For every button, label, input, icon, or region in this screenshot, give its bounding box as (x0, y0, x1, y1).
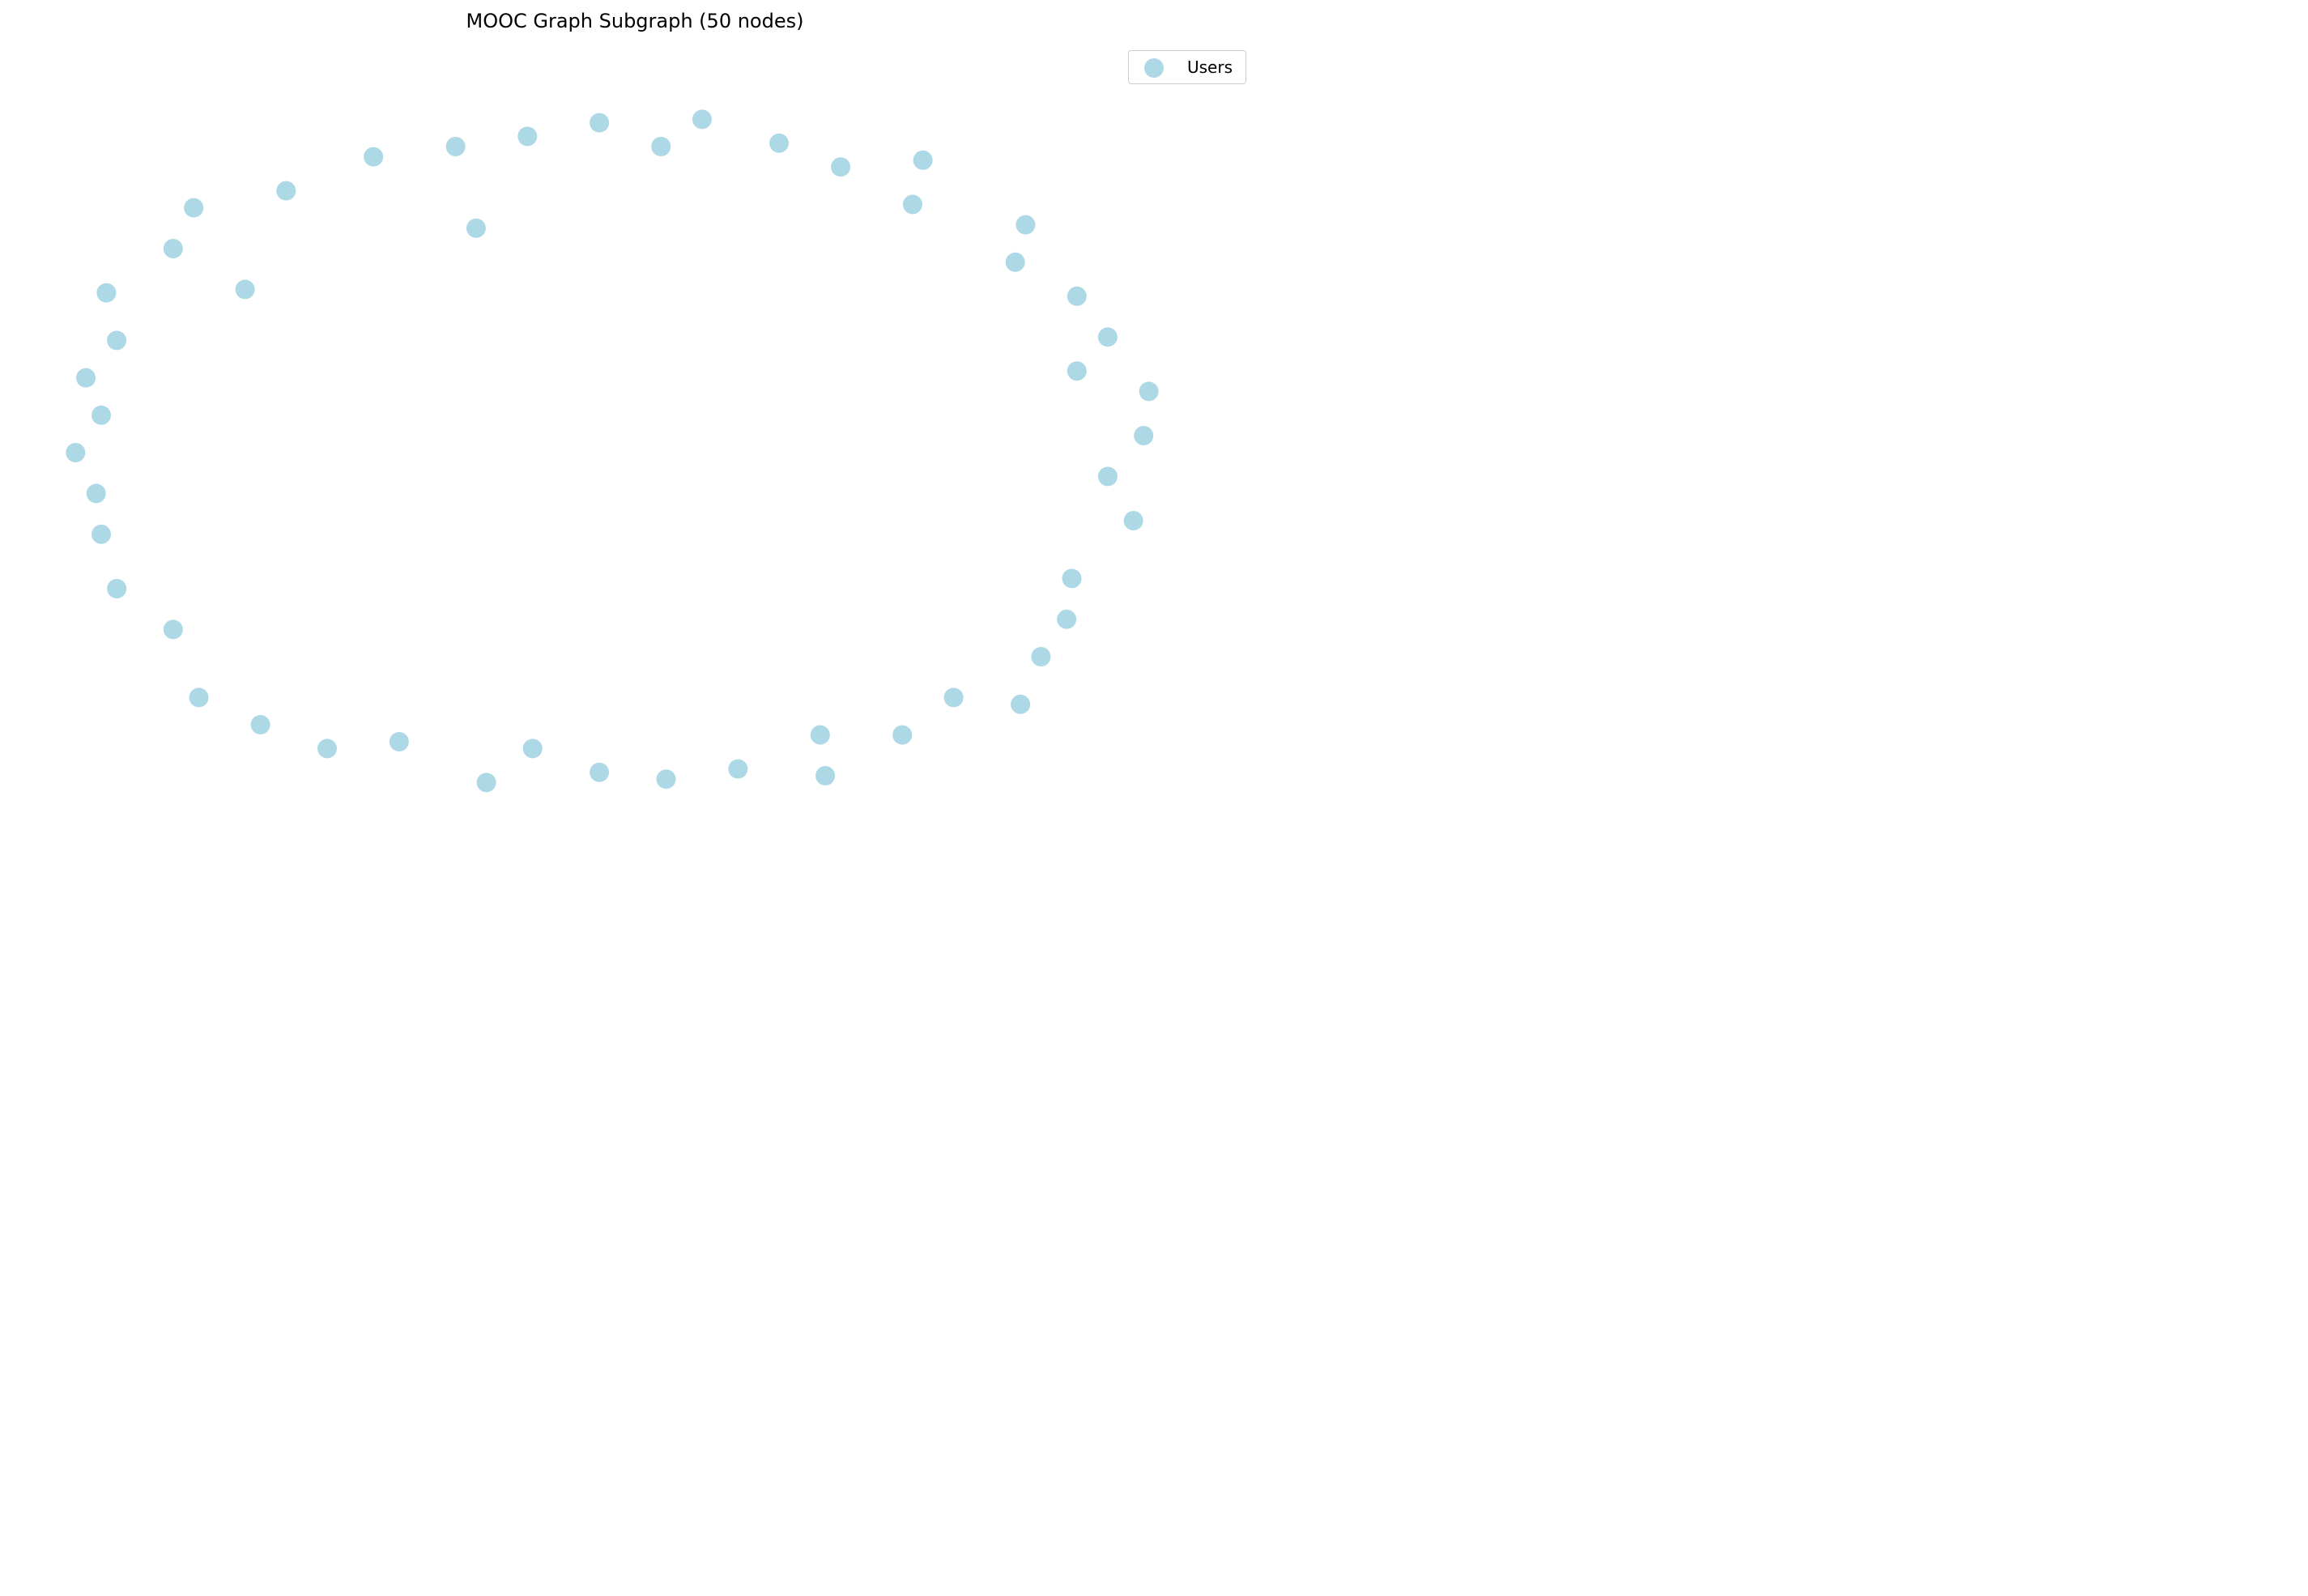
node-point-9 (96, 283, 117, 303)
node-point-25 (656, 769, 676, 789)
node-point-3 (517, 126, 538, 147)
node-point-30 (943, 687, 964, 708)
node-point-18 (189, 687, 209, 708)
node-point-45 (913, 150, 933, 170)
node-point-19 (250, 715, 270, 734)
node-point-26 (728, 759, 748, 779)
node-point-17 (163, 619, 183, 640)
node-point-27 (815, 766, 836, 785)
node-point-2 (590, 113, 610, 133)
node-point-13 (66, 443, 86, 462)
node-point-15 (92, 524, 111, 544)
node-point-14 (86, 483, 106, 504)
node-point-7 (184, 198, 204, 218)
node-point-38 (1139, 381, 1159, 402)
node-point-42 (1005, 252, 1025, 272)
chart-title: MOOC Graph Subgraph (50 nodes) (466, 10, 804, 32)
legend-marker-icon (1144, 58, 1164, 78)
node-point-33 (1057, 609, 1077, 629)
node-point-39 (1067, 361, 1087, 381)
node-point-23 (522, 738, 543, 759)
legend-label: Users (1187, 57, 1233, 77)
node-point-43 (1016, 215, 1036, 235)
node-point-41 (1067, 286, 1087, 306)
node-point-4 (445, 137, 466, 156)
node-point-24 (590, 762, 610, 782)
node-point-50 (235, 279, 255, 300)
node-point-40 (1097, 327, 1118, 347)
node-point-34 (1062, 568, 1082, 589)
node-point-5 (364, 147, 384, 167)
chart-figure: MOOC Graph Subgraph (50 nodes) Users (0, 0, 1270, 878)
node-point-20 (317, 738, 337, 759)
node-point-46 (831, 157, 851, 177)
node-point-22 (476, 772, 496, 793)
node-point-36 (1097, 466, 1118, 487)
node-point-49 (466, 218, 486, 238)
node-point-21 (389, 732, 409, 751)
node-point-37 (1134, 426, 1154, 445)
legend: Users (1128, 50, 1246, 84)
node-point-16 (107, 579, 127, 598)
node-point-48 (651, 137, 671, 156)
node-point-11 (76, 368, 96, 388)
node-point-31 (1011, 694, 1031, 714)
node-point-32 (1031, 647, 1051, 666)
node-point-8 (163, 239, 183, 258)
nodes-layer (66, 109, 1159, 793)
node-point-47 (769, 133, 789, 153)
node-point-1 (692, 109, 712, 130)
node-point-35 (1123, 511, 1143, 530)
node-point-29 (892, 725, 913, 745)
node-point-6 (276, 181, 296, 201)
node-point-44 (902, 194, 922, 215)
node-point-12 (92, 405, 111, 425)
node-point-28 (810, 725, 830, 745)
plot-area (66, 109, 1159, 793)
node-point-10 (107, 330, 127, 351)
